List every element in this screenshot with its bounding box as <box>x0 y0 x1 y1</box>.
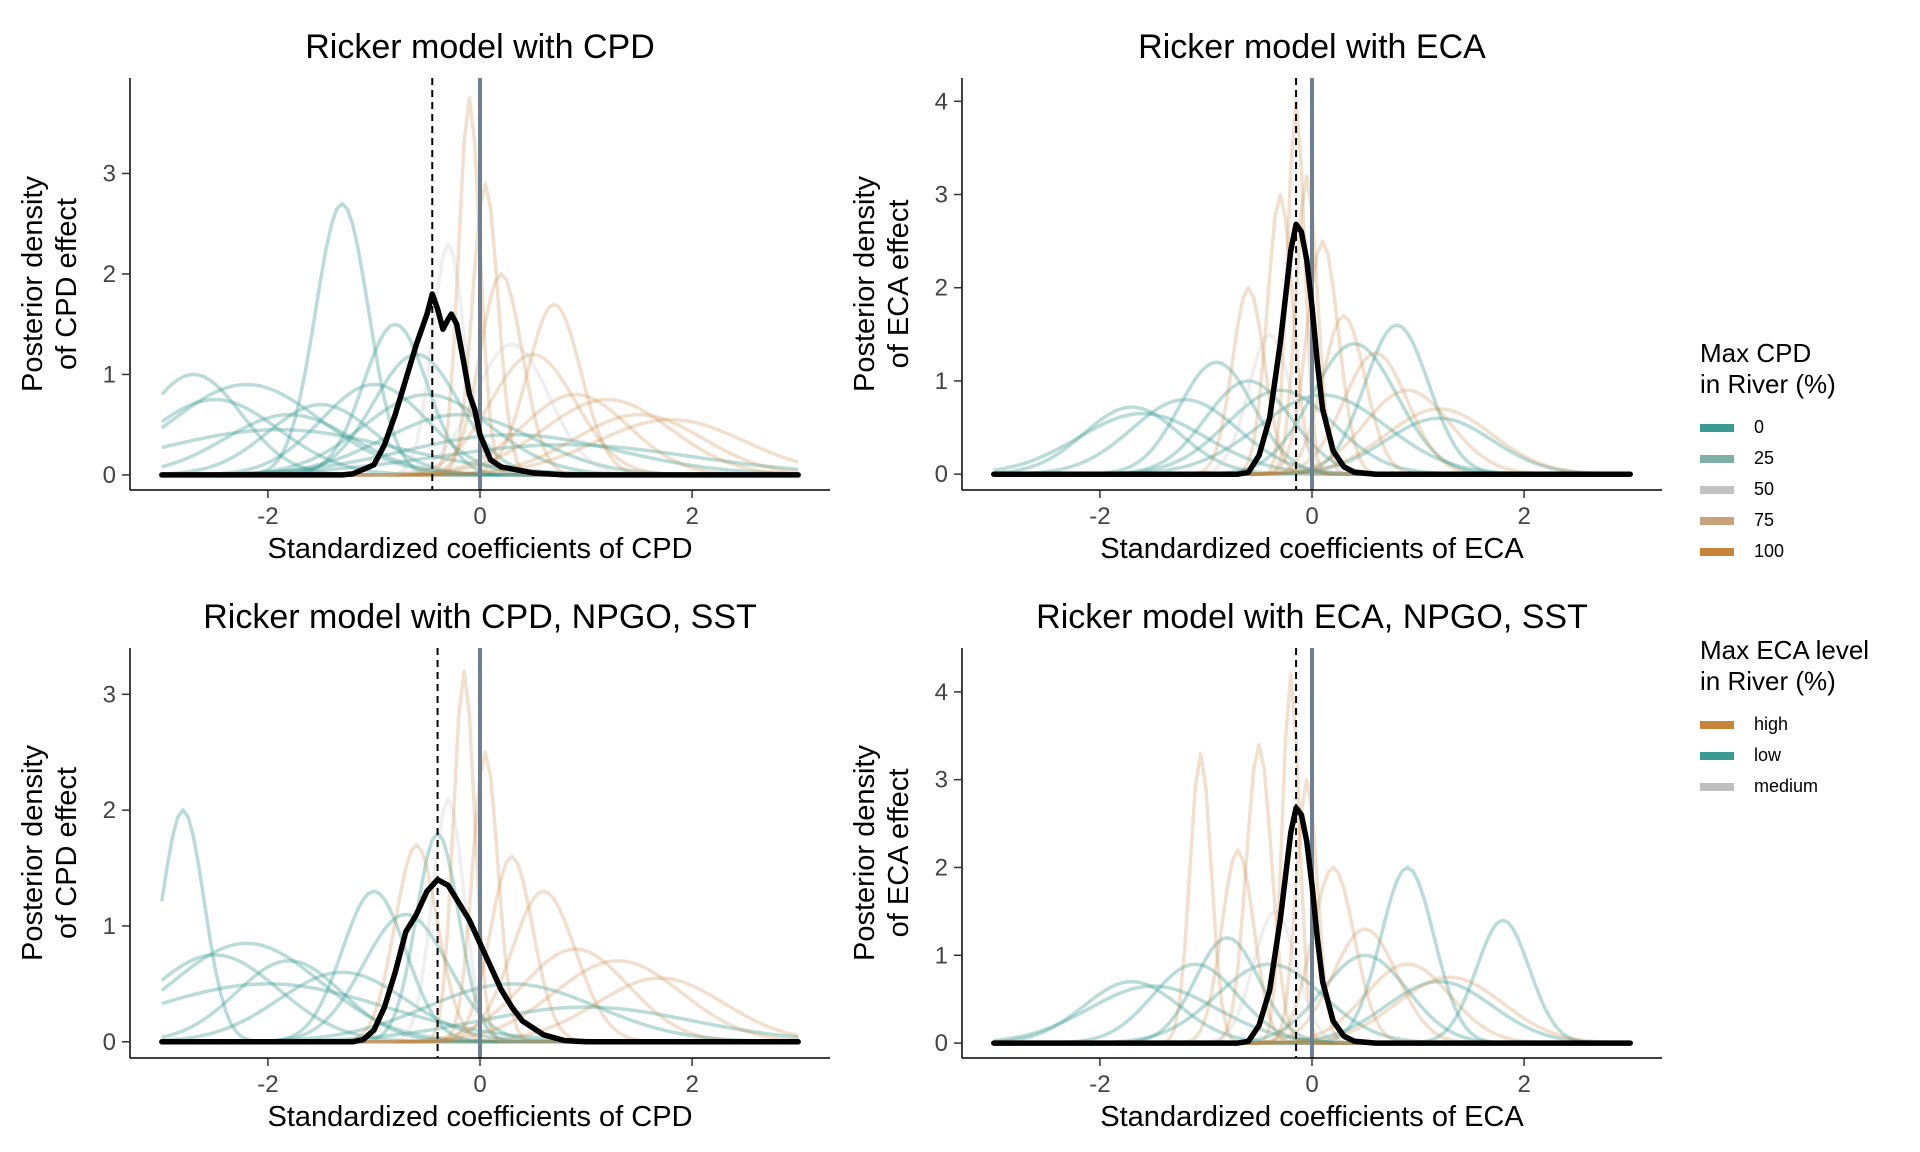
panel-3-ylabel: Posterior densityof CPD effect <box>17 745 83 961</box>
legend-cpd-key-0 <box>1700 423 1734 432</box>
panel-3-ytick-label-3: 3 <box>103 681 116 708</box>
legend-cpd-key-1 <box>1700 454 1734 463</box>
legend-cpd-label-1: 25 <box>1754 448 1775 468</box>
legend-cpd-item-0: 0 <box>1700 412 1836 443</box>
legend-eca: Max ECA level in River (%) high low medi… <box>1700 635 1869 802</box>
panel-1-ytick-label-2: 2 <box>103 261 116 288</box>
panel-3-ytick-label-0: 0 <box>103 1029 116 1056</box>
panel-4-ytick-label-2: 2 <box>935 854 948 881</box>
panel-1: Ricker model with CPD -2 0 2 0 1 2 3 Standardize… <box>17 28 830 565</box>
legend-cpd-label-4: 100 <box>1754 541 1785 561</box>
panel-3-ytick-label-2: 2 <box>103 797 116 824</box>
panel-1-xtick-label-1: 0 <box>473 503 486 530</box>
panel-2-xtick-label-2: 2 <box>1517 503 1530 530</box>
legend-eca-label-1: low <box>1754 745 1782 765</box>
legend-cpd-item-3: 75 <box>1700 505 1836 536</box>
legend-cpd-item-2: 50 <box>1700 474 1836 505</box>
legend-cpd: Max CPD in River (%) 0 25 50 75 100 <box>1700 338 1836 567</box>
legend-cpd-key-2 <box>1700 485 1734 494</box>
panel-2: Ricker model with ECA -2 0 2 0 1 2 3 4 Standardiz… <box>849 28 1662 565</box>
panel-4-ylabel: Posterior densityof ECA effect <box>849 745 915 961</box>
panel-3: Ricker model with CPD, NPGO, SST -2 0 2 0 1 2 3… <box>17 598 830 1133</box>
panel-2-ytick-label-0: 0 <box>935 461 948 488</box>
panel-3-title: Ricker model with CPD, NPGO, SST <box>203 598 757 636</box>
panel-3-xtick-label-2: 2 <box>685 1071 698 1098</box>
legend-cpd-title: Max CPD in River (%) <box>1700 338 1836 399</box>
panel-4: Ricker model with ECA, NPGO, SST -2 0 2 0 1 2 3… <box>849 598 1662 1133</box>
legend-eca-item-1: low <box>1700 740 1869 771</box>
panel-1-title: Ricker model with CPD <box>305 28 655 66</box>
legend-cpd-item-4: 100 <box>1700 536 1836 567</box>
legend-cpd-label-2: 50 <box>1754 479 1775 499</box>
panel-1-ytick-label-3: 3 <box>103 160 116 187</box>
panel-4-xtick-label-2: 2 <box>1517 1071 1530 1098</box>
legend-eca-key-0 <box>1700 720 1734 729</box>
panel-2-ytick-label-2: 2 <box>935 275 948 302</box>
panel-2-title: Ricker model with ECA <box>1138 28 1486 66</box>
legend-eca-item-0: high <box>1700 709 1869 740</box>
legend-cpd-item-1: 25 <box>1700 443 1836 474</box>
panel-4-ytick-label-0: 0 <box>935 1030 948 1057</box>
legend-cpd-key-3 <box>1700 516 1734 525</box>
panel-4-xtick-label-0: -2 <box>1089 1071 1110 1098</box>
legend-cpd-label-0: 0 <box>1754 417 1765 437</box>
legend-eca-key-2 <box>1700 782 1734 791</box>
panel-2-ytick-label-3: 3 <box>935 182 948 209</box>
legend-eca-item-2: medium <box>1700 771 1869 802</box>
panel-2-xlabel: Standardized coefficients of ECA <box>1100 533 1524 565</box>
panel-1-ytick-label-0: 0 <box>103 462 116 489</box>
panel-1-xtick-label-2: 2 <box>685 503 698 530</box>
panel-3-ytick-label-1: 1 <box>103 913 116 940</box>
panel-3-posterior-line <box>159 876 801 1045</box>
panel-3-xtick-label-0: -2 <box>257 1071 278 1098</box>
legend-eca-title: Max ECA level in River (%) <box>1700 635 1870 696</box>
panel-4-title: Ricker model with ECA, NPGO, SST <box>1036 598 1588 636</box>
panel-2-ytick-label-1: 1 <box>935 368 948 395</box>
panel-4-xtick-label-1: 0 <box>1305 1071 1318 1098</box>
legend-cpd-label-3: 75 <box>1754 510 1775 530</box>
panel-4-ytick-label-1: 1 <box>935 942 948 969</box>
panel-3-xtick-label-1: 0 <box>473 1071 486 1098</box>
panel-2-xtick-label-0: -2 <box>1089 503 1110 530</box>
panel-1-xlabel: Standardized coefficients of CPD <box>267 533 692 565</box>
panel-2-posterior-line <box>991 221 1633 477</box>
panel-2-ytick-label-4: 4 <box>935 88 948 115</box>
legend-cpd-key-4 <box>1700 547 1734 556</box>
panel-3-xlabel: Standardized coefficients of CPD <box>267 1101 692 1133</box>
panel-4-ytick-label-3: 3 <box>935 767 948 794</box>
legend-eca-key-1 <box>1700 751 1734 760</box>
legend-eca-label-2: medium <box>1754 776 1819 796</box>
panel-4-xlabel: Standardized coefficients of ECA <box>1100 1101 1524 1133</box>
panel-4-posterior-line <box>991 805 1633 1046</box>
panel-1-ytick-label-1: 1 <box>103 361 116 388</box>
panel-1-xtick-label-0: -2 <box>257 503 278 530</box>
panel-1-ylabel: Posterior densityof CPD effect <box>17 176 83 392</box>
panel-4-ytick-label-4: 4 <box>935 679 948 706</box>
panel-1-posterior-line <box>159 291 801 478</box>
panel-2-ylabel: Posterior densityof ECA effect <box>849 176 915 392</box>
legend-eca-label-0: high <box>1754 714 1789 734</box>
panel-2-xtick-label-1: 0 <box>1305 503 1318 530</box>
